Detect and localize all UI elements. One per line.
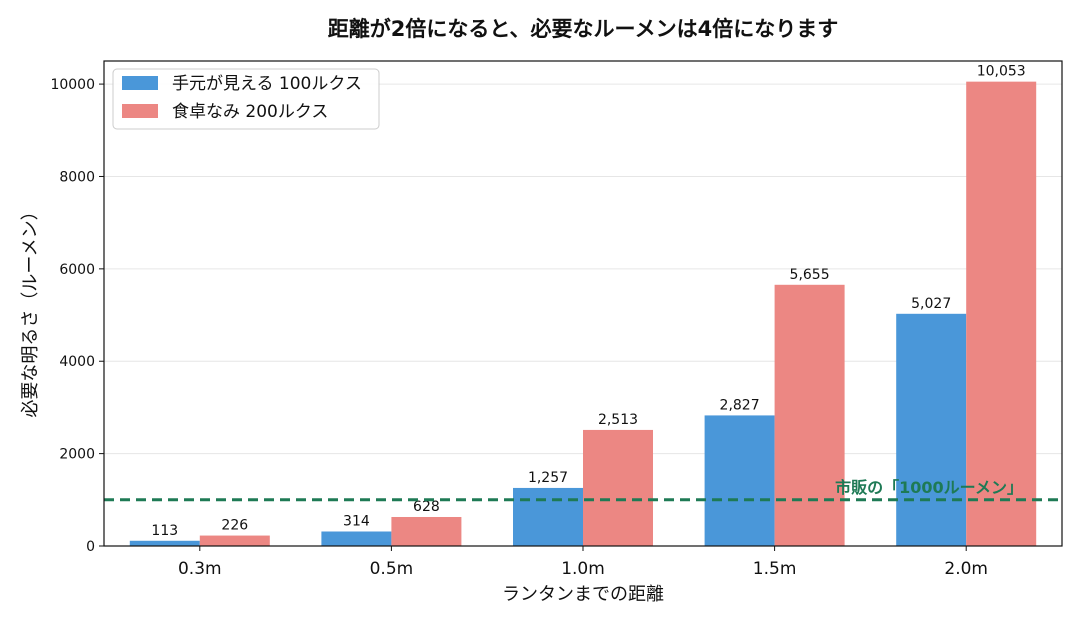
- bar: [896, 313, 967, 546]
- plot-area: 0 2000 4000 6000 8000 10000 113 314 1,257 2,827 5,…: [50, 60, 1063, 579]
- reference-line-label: 市販の「1000ルーメン」: [835, 478, 1023, 497]
- data-label: 10,053: [977, 64, 1026, 80]
- x-tick-label: 0.5m: [370, 559, 414, 579]
- data-label: 314: [343, 513, 370, 529]
- y-tick-label: 2000: [59, 447, 95, 463]
- y-tick-label: 10000: [50, 77, 95, 93]
- bar: [391, 516, 462, 546]
- legend-label: 手元が見える 100ルクス: [172, 74, 362, 94]
- data-label: 2,827: [720, 397, 760, 413]
- x-tick-label: 2.0m: [944, 559, 988, 579]
- data-label: 5,655: [790, 267, 830, 283]
- legend-swatch: [122, 76, 158, 90]
- x-tick-label: 0.3m: [178, 559, 222, 579]
- plot-frame: [103, 60, 1063, 547]
- data-label: 1,257: [528, 470, 568, 486]
- legend-label: 食卓なみ 200ルクス: [172, 102, 328, 122]
- bar: [513, 487, 583, 546]
- bar: [321, 531, 392, 546]
- bar: [704, 415, 775, 546]
- x-axis-label: ランタンまでの距離: [502, 584, 664, 605]
- chart-title: 距離が2倍になると、必要なルーメンは4倍になります: [328, 17, 839, 41]
- data-label: 226: [221, 518, 248, 534]
- bar: [966, 81, 1037, 546]
- y-axis-label: 必要な明るさ（ルーメン）: [20, 202, 41, 417]
- data-label: 2,513: [598, 412, 638, 428]
- data-label: 113: [151, 523, 178, 539]
- y-tick-label: 6000: [59, 262, 95, 278]
- x-tick-label: 1.0m: [561, 559, 605, 579]
- data-label: 628: [413, 499, 440, 515]
- legend-swatch: [122, 104, 158, 118]
- bar: [199, 535, 270, 546]
- data-label: 5,027: [911, 296, 951, 312]
- legend-box: [112, 68, 380, 130]
- x-tick-label: 1.5m: [753, 559, 797, 579]
- y-tick-label: 8000: [59, 169, 95, 185]
- y-tick-label: 0: [86, 539, 95, 555]
- bar: [774, 284, 845, 546]
- y-tick-label: 4000: [59, 354, 95, 370]
- bar: [583, 429, 653, 546]
- bar: [129, 540, 200, 546]
